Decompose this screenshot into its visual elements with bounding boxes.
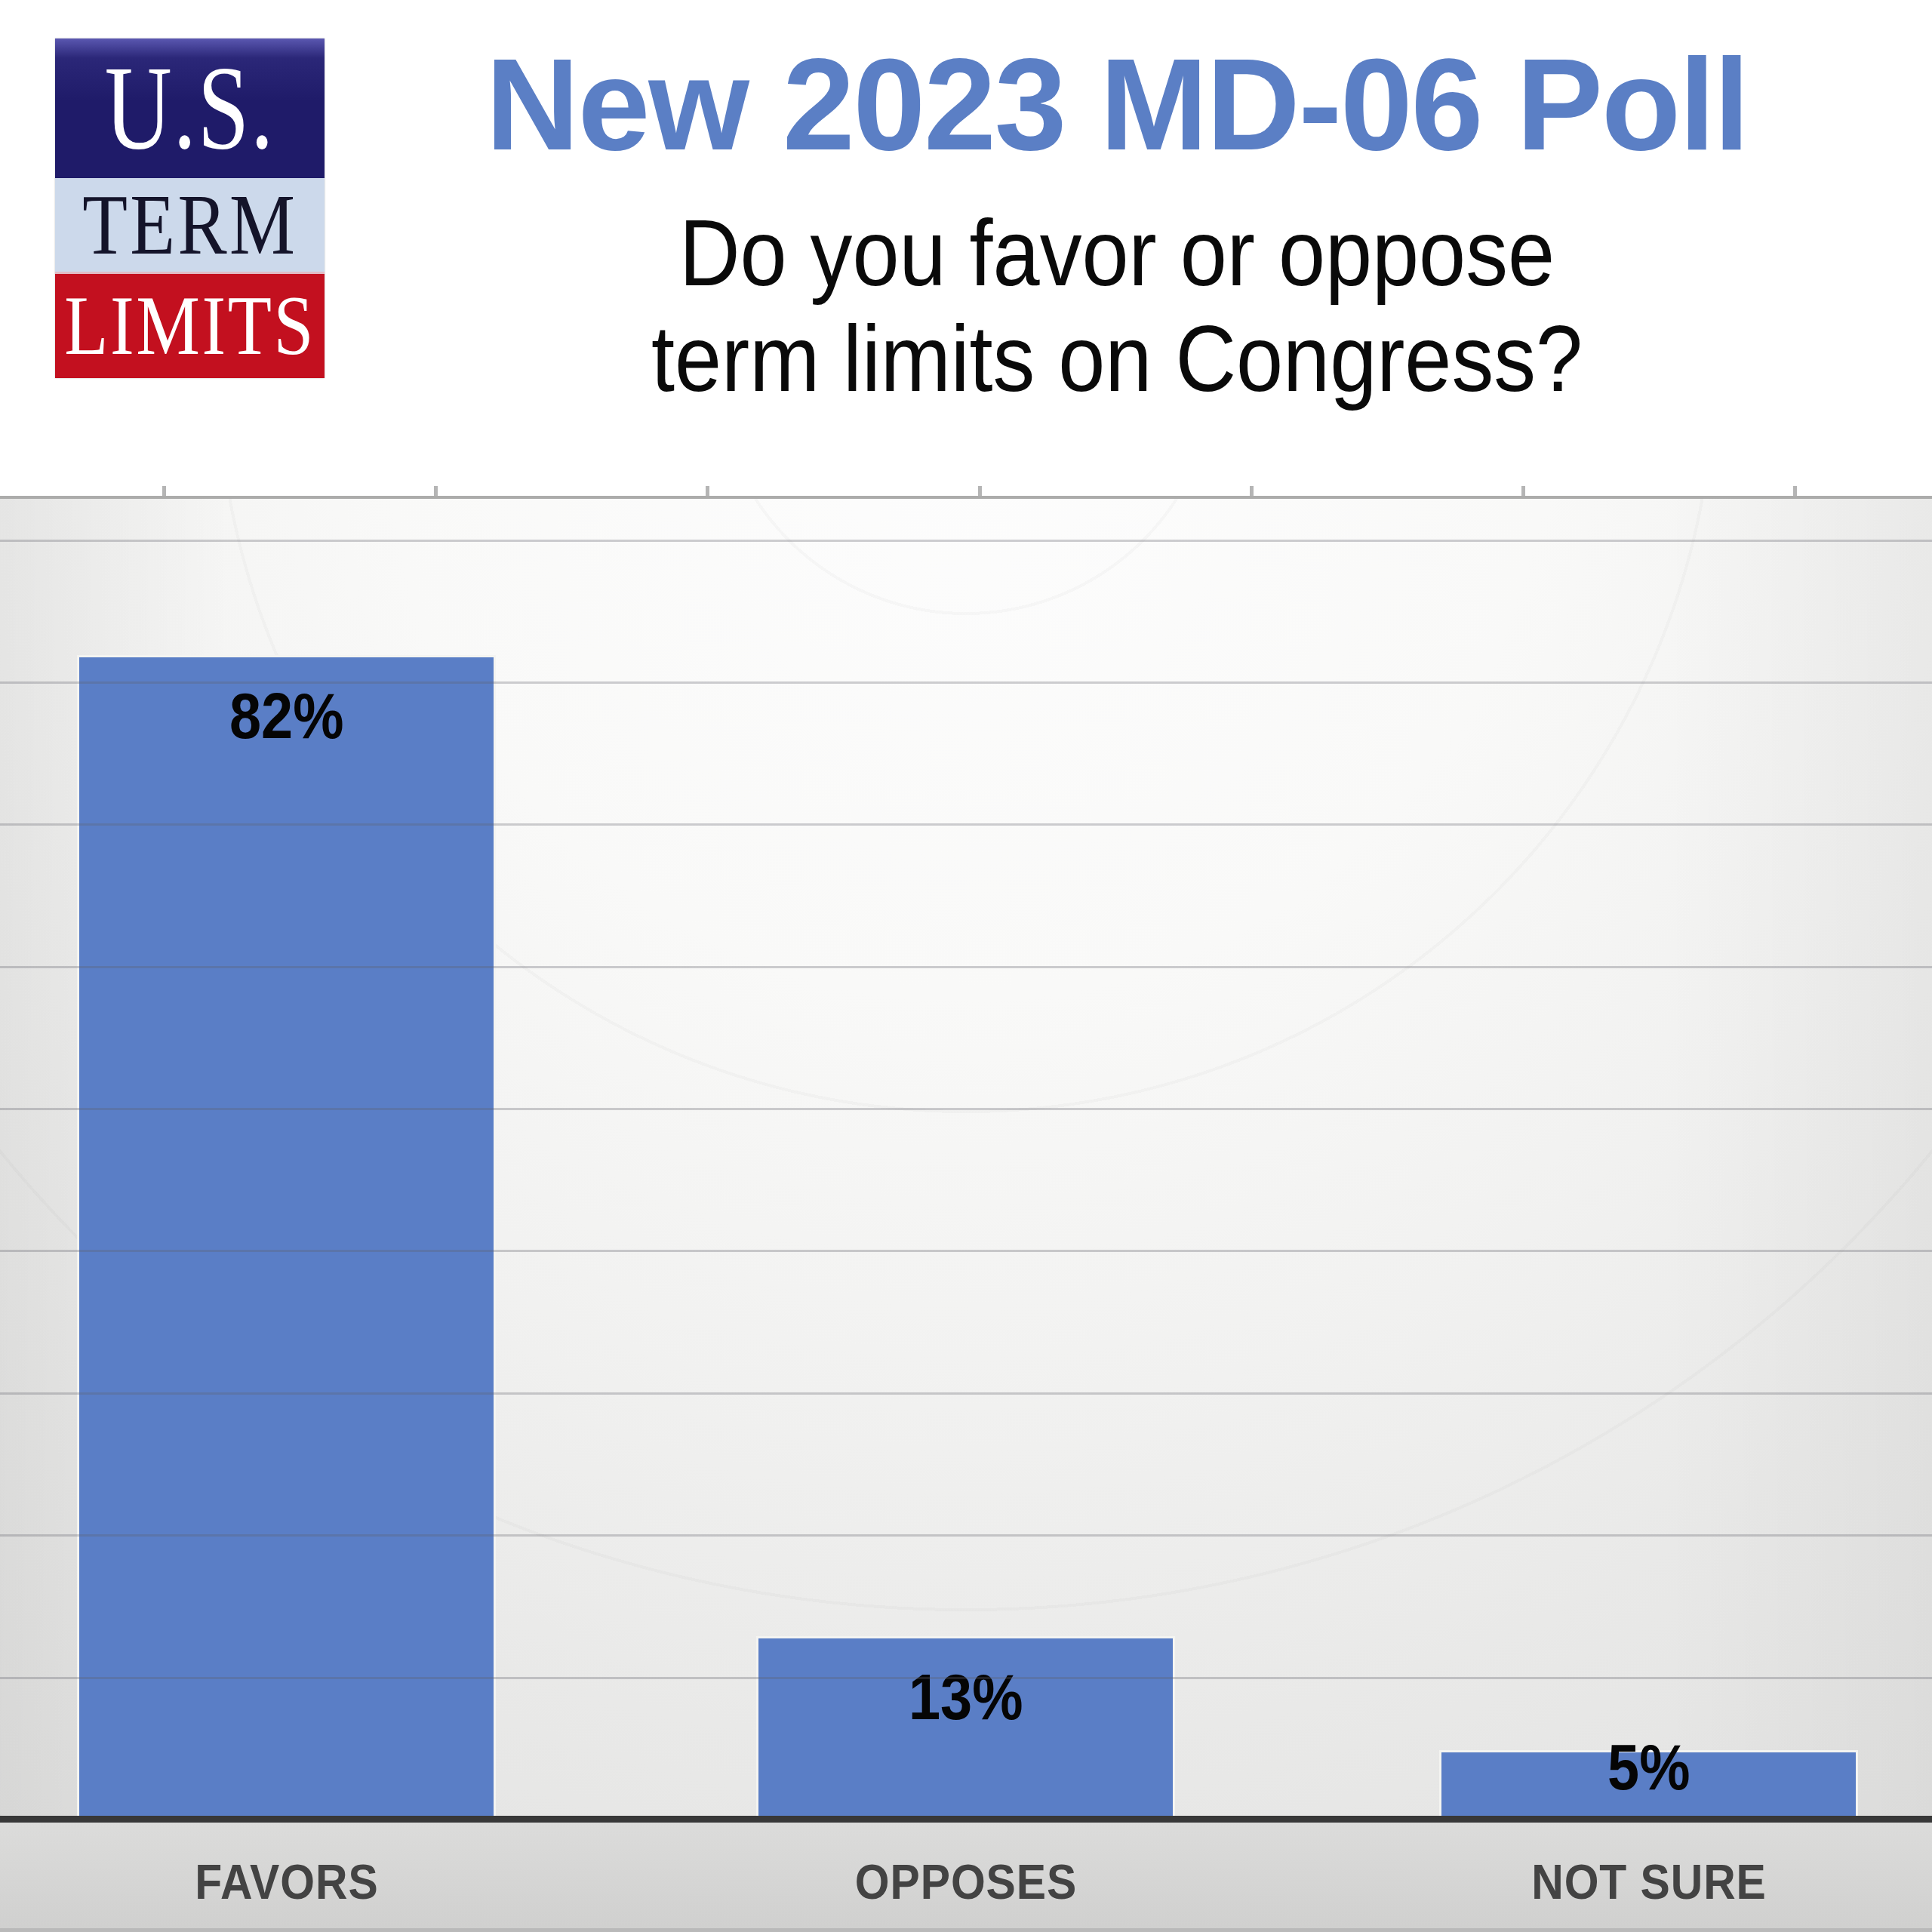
top-axis-tick-1 [162, 486, 166, 496]
top-axis-tick-5 [1250, 486, 1254, 496]
opposes-bar: 13% [756, 1636, 1176, 1821]
page-title: New 2023 MD-06 Poll [332, 36, 1902, 173]
x-axis-label-not-sure: NOT SURE [1531, 1854, 1767, 1910]
not-sure-bar: 5% [1439, 1750, 1859, 1821]
us-term-limits-logo: U.S. TERM LIMITS [55, 38, 325, 378]
gridline-30-percent [0, 1392, 1932, 1395]
titles-block: New 2023 MD-06 Poll Do you favor or oppo… [332, 36, 1902, 411]
poll-question: Do you favor or oppose term limits on Co… [411, 200, 1823, 411]
x-axis-category-band: FAVORS OPPOSES NOT SURE [0, 1821, 1932, 1932]
gridline-80-percent [0, 681, 1932, 684]
not-sure-value-label: 5% [1466, 1730, 1832, 1804]
chart-plot-area: 82% 13% 5% [0, 496, 1932, 1821]
gridline-60-percent [0, 966, 1932, 968]
top-axis-tick-3 [706, 486, 709, 496]
logo-text-us: U.S. [105, 39, 275, 177]
x-axis-label-opposes: OPPOSES [855, 1854, 1077, 1910]
top-axis-tick-2 [434, 486, 438, 496]
bar-chart: 82% 13% 5% FAVORS OPPOSES NOT SURE [0, 496, 1932, 1932]
poll-graphic: U.S. TERM LIMITS New 2023 MD-06 Poll Do … [0, 0, 1932, 1932]
favors-bar: 82% [77, 655, 497, 1821]
x-axis-line [0, 1816, 1932, 1823]
header: U.S. TERM LIMITS New 2023 MD-06 Poll Do … [0, 0, 1932, 496]
logo-band-term: TERM [55, 178, 325, 272]
gridline-90-percent [0, 540, 1932, 542]
logo-band-limits: LIMITS [55, 272, 325, 378]
gridline-20-percent [0, 1534, 1932, 1537]
gridline-50-percent [0, 1108, 1932, 1110]
logo-band-us: U.S. [55, 38, 325, 178]
gridline-70-percent [0, 823, 1932, 826]
poll-question-line-1: Do you favor or oppose [411, 200, 1823, 306]
logo-text-term: TERM [82, 178, 297, 272]
top-axis-tick-7 [1793, 486, 1797, 496]
x-axis-label-favors: FAVORS [195, 1854, 378, 1910]
gridline-40-percent [0, 1250, 1932, 1252]
top-axis-tick-4 [978, 486, 982, 496]
opposes-value-label: 13% [783, 1660, 1149, 1734]
favors-value-label: 82% [104, 678, 469, 753]
gridline-10-percent [0, 1677, 1932, 1679]
poll-question-line-2: term limits on Congress? [411, 306, 1823, 411]
top-axis-tick-6 [1521, 486, 1525, 496]
logo-text-limits: LIMITS [64, 277, 315, 374]
